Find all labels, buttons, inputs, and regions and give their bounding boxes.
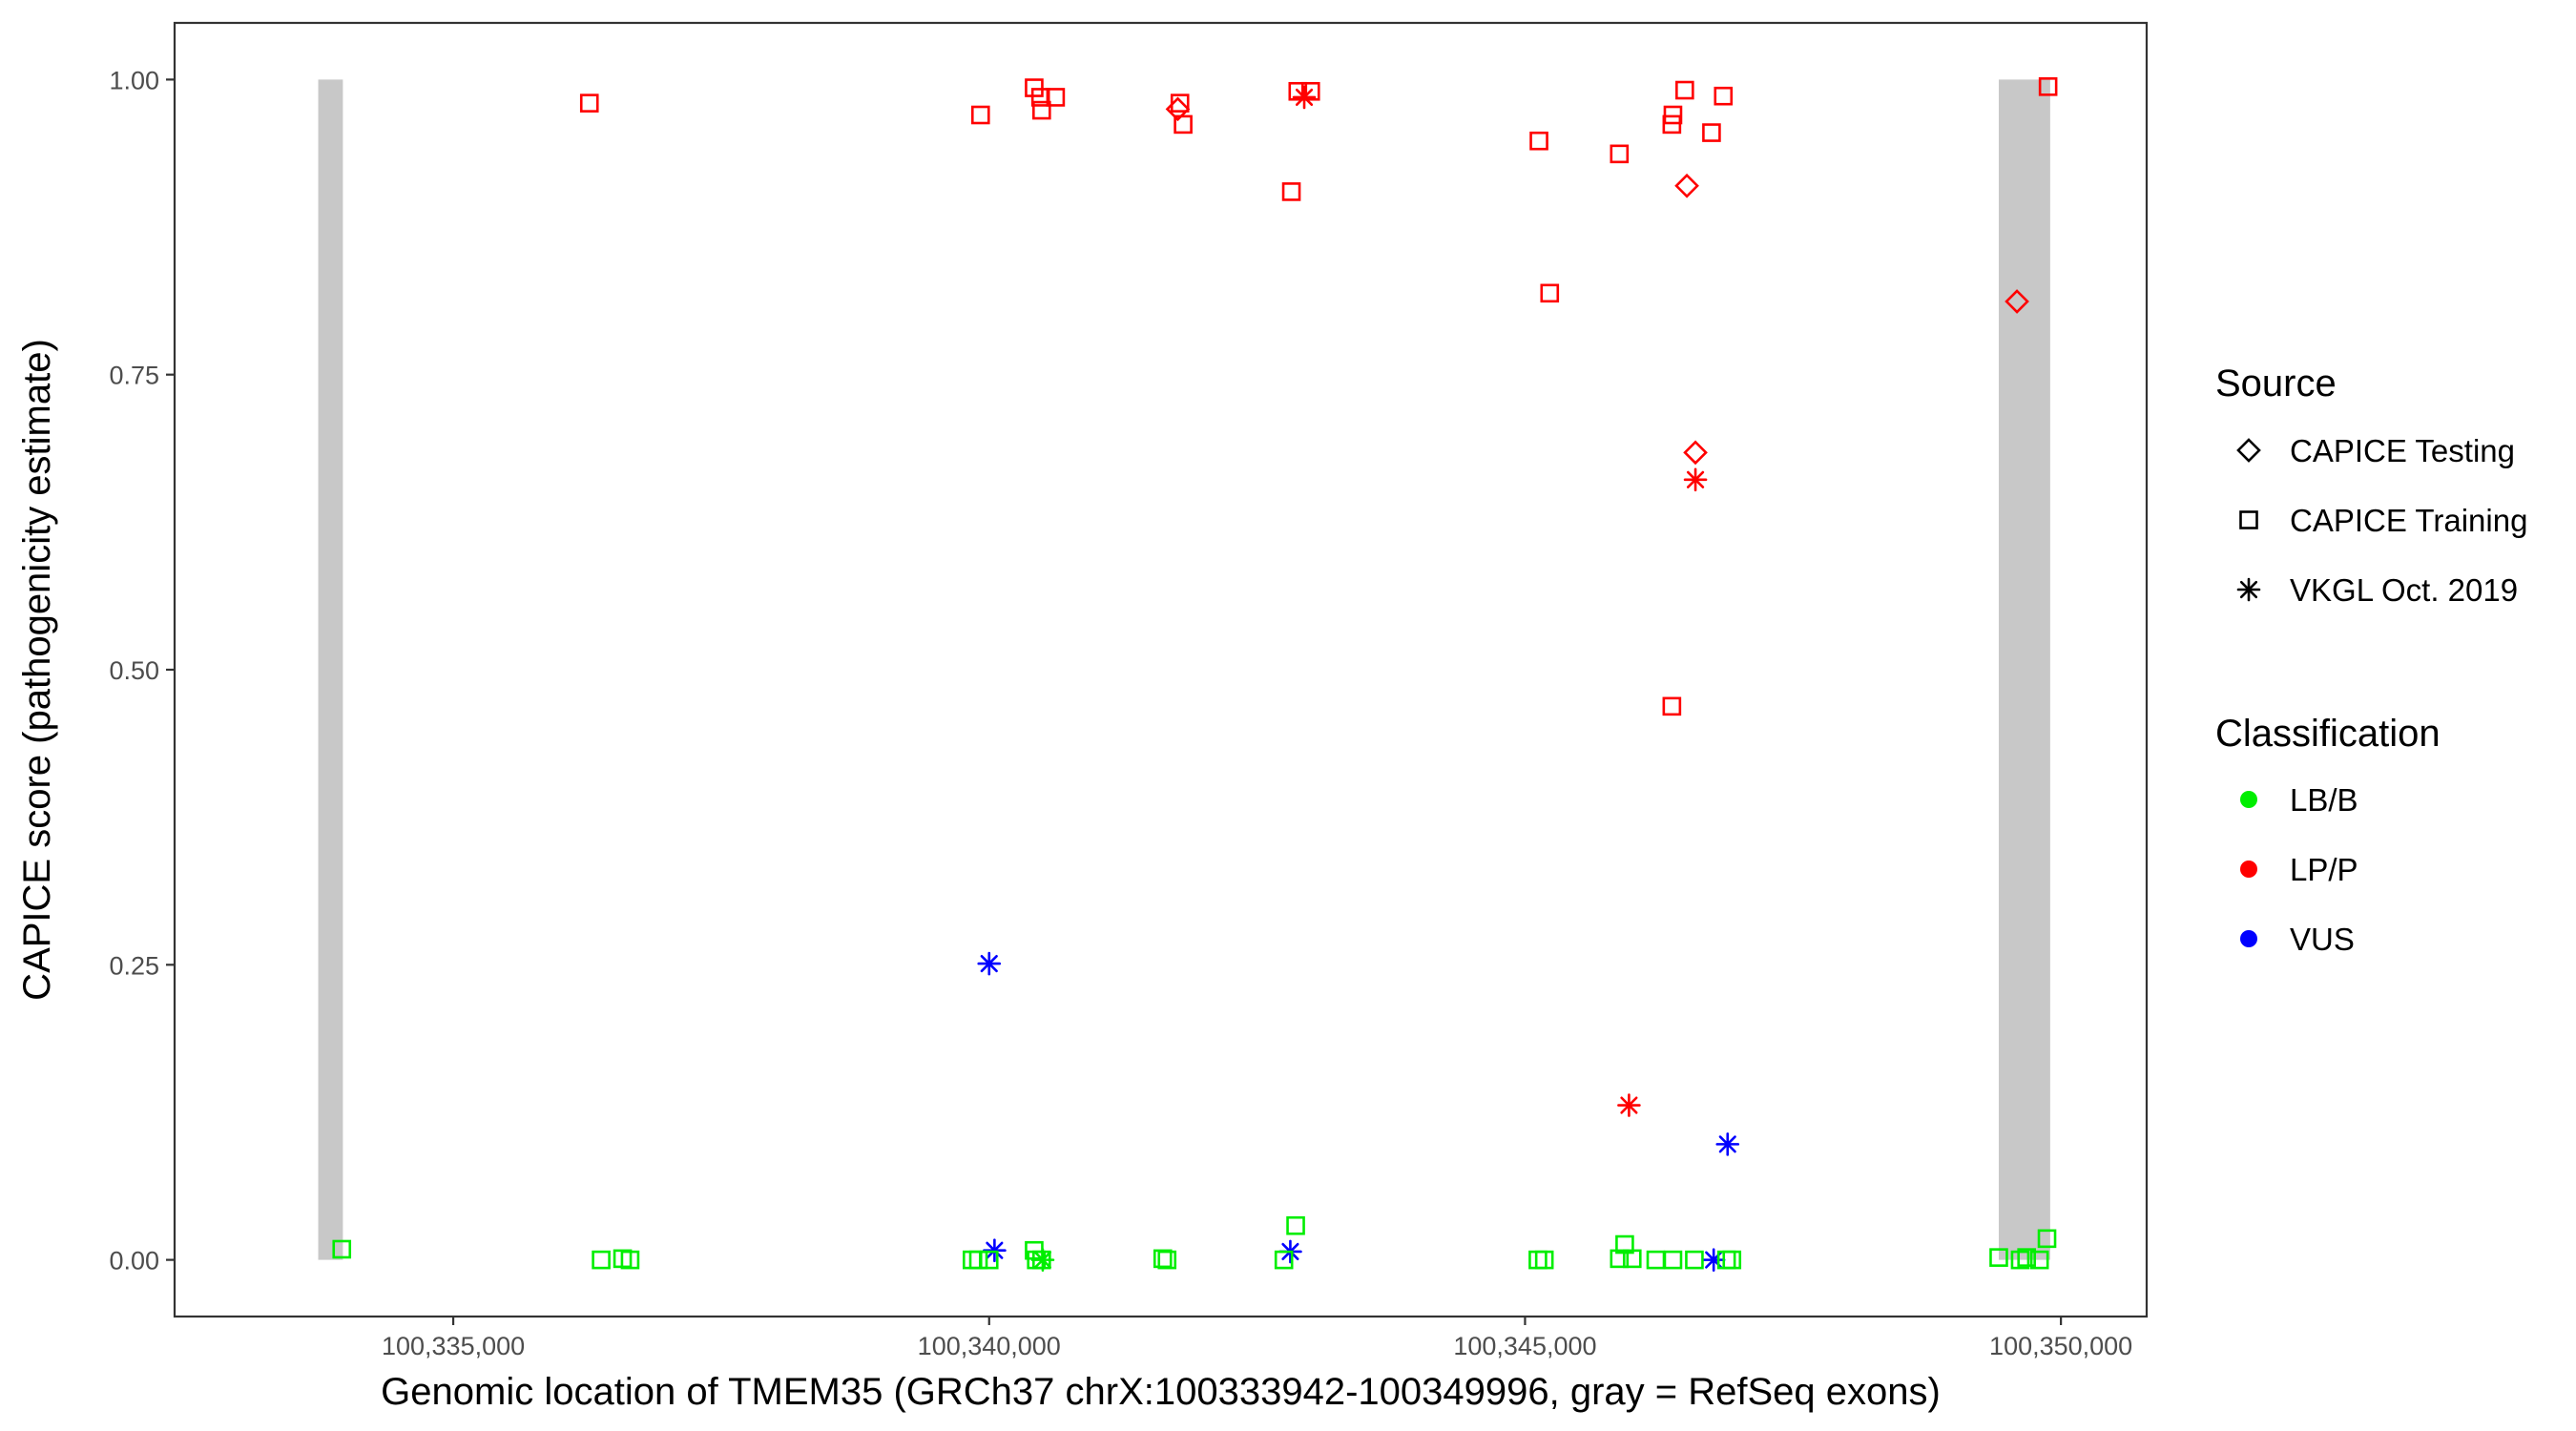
source-legend-title: Source — [2215, 363, 2337, 404]
data-point — [1675, 80, 1694, 100]
legend-label: CAPICE Testing — [2290, 433, 2515, 468]
data-point — [1157, 1250, 1177, 1270]
exon-band-1 — [318, 79, 343, 1260]
y-tick-label: 0.75 — [109, 362, 159, 390]
data-point — [1032, 100, 1051, 120]
data-points — [332, 77, 2058, 1272]
data-point — [332, 1239, 352, 1259]
data-point — [1663, 1250, 1683, 1270]
legend-key-color — [2240, 930, 2257, 947]
exon-band-2 — [1998, 79, 2050, 1260]
data-point — [1025, 78, 1044, 97]
y-tick-label: 1.00 — [109, 66, 159, 94]
data-point — [1674, 173, 1699, 198]
data-point — [1685, 1250, 1704, 1270]
y-axis-title: CAPICE score (pathogenicity estimate) — [16, 339, 58, 1001]
panel-background — [175, 23, 2147, 1317]
x-tick-label: 100,350,000 — [1989, 1332, 2132, 1360]
data-point — [2037, 1229, 2057, 1249]
data-point — [1174, 114, 1193, 135]
data-point — [1300, 81, 1320, 101]
data-point — [1663, 105, 1683, 125]
classification-legend-title: Classification — [2215, 713, 2441, 755]
legend-label: CAPICE Training — [2290, 503, 2527, 538]
data-point — [1662, 696, 1682, 716]
data-point — [1030, 1248, 1055, 1272]
data-point — [1281, 182, 1301, 201]
data-point — [1702, 123, 1721, 142]
legend-key-square — [2239, 510, 2258, 529]
legend-key-color — [2240, 791, 2257, 808]
data-point — [2038, 77, 2058, 96]
legend-key-asterisk — [2236, 577, 2261, 602]
plot-panel — [175, 23, 2147, 1317]
data-point — [2029, 1250, 2049, 1270]
data-point — [1610, 1249, 1630, 1269]
data-point — [1715, 1132, 1740, 1156]
data-point — [1610, 144, 1630, 164]
data-point — [1622, 1249, 1642, 1269]
legend: Source Classification CAPICE Testing CAPI… — [2215, 363, 2527, 957]
data-point — [2010, 1250, 2030, 1270]
y-tick-label: 0.00 — [109, 1247, 159, 1275]
data-point — [620, 1250, 640, 1270]
data-point — [1540, 283, 1560, 303]
data-point — [1292, 85, 1317, 110]
data-point — [1683, 440, 1708, 466]
data-point — [1286, 1215, 1305, 1235]
y-tick-label: 0.25 — [109, 951, 159, 980]
data-point — [1046, 88, 1066, 107]
data-point — [1989, 1248, 2008, 1267]
legend-label: VUS — [2290, 922, 2355, 957]
data-point — [1529, 131, 1548, 151]
data-point — [1714, 86, 1734, 106]
data-point — [1534, 1250, 1554, 1270]
data-point — [1274, 1250, 1294, 1270]
exon-bands — [318, 79, 2050, 1260]
data-point — [970, 105, 990, 125]
data-point — [968, 1250, 988, 1270]
data-point — [979, 1250, 999, 1270]
legend-label: VKGL Oct. 2019 — [2290, 572, 2518, 608]
x-tick-label: 100,340,000 — [918, 1332, 1061, 1360]
x-tick-label: 100,345,000 — [1453, 1332, 1596, 1360]
data-point — [983, 1238, 1007, 1263]
data-point — [977, 951, 1002, 976]
data-point — [1617, 1093, 1641, 1117]
legend-label: LP/P — [2290, 852, 2358, 887]
legend-key-color — [2240, 861, 2257, 878]
x-axis-title: Genomic location of TMEM35 (GRCh37 chrX:… — [381, 1371, 1941, 1413]
legend-key-diamond — [2236, 438, 2261, 463]
axes: 0.00 0.25 0.50 0.75 1.00 100,335,000 100,340,0… — [109, 21, 2149, 1360]
data-point — [2017, 1248, 2036, 1267]
y-tick-label: 0.50 — [109, 656, 159, 685]
x-tick-label: 100,335,000 — [382, 1332, 525, 1360]
legend-label: LB/B — [2290, 782, 2358, 818]
data-point — [592, 1250, 611, 1270]
data-point — [1165, 96, 1191, 122]
data-point — [1662, 114, 1682, 135]
data-point — [1722, 1250, 1742, 1270]
data-point — [1288, 81, 1308, 101]
data-point — [1683, 467, 1708, 492]
data-point — [2005, 289, 2029, 314]
data-point — [579, 93, 599, 113]
